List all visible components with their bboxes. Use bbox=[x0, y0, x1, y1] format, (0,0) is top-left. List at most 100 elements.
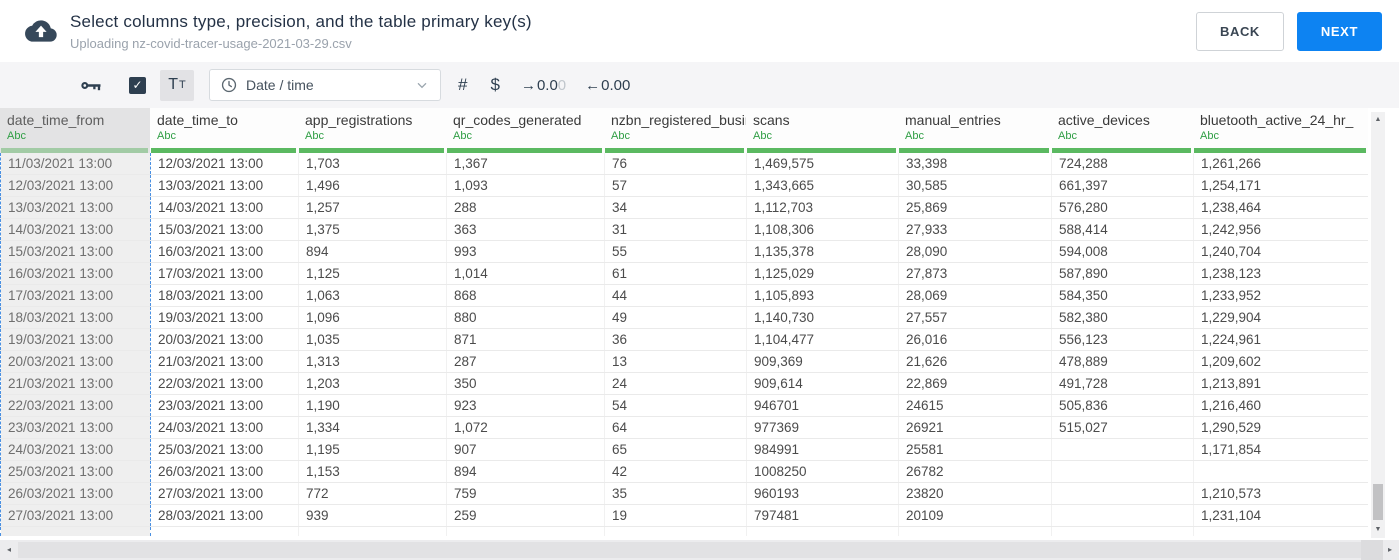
column-header-active_devices[interactable]: active_devices Abc bbox=[1051, 108, 1193, 153]
table-cell[interactable]: 21,626 bbox=[898, 350, 1052, 373]
table-cell[interactable]: 1,203 bbox=[298, 372, 447, 395]
table-cell[interactable]: 724,288 bbox=[1051, 153, 1194, 175]
table-cell[interactable]: 27/03/2021 13:00 bbox=[150, 482, 299, 505]
table-cell[interactable]: 55 bbox=[604, 240, 747, 263]
table-cell[interactable]: 576,280 bbox=[1051, 196, 1194, 219]
horizontal-scrollbar-thumb[interactable] bbox=[18, 542, 1364, 558]
scroll-down-arrow-icon[interactable]: ▼ bbox=[1374, 526, 1382, 533]
table-cell[interactable]: 24 bbox=[604, 372, 747, 395]
table-cell[interactable]: 1,703 bbox=[298, 153, 447, 175]
table-cell[interactable]: 13 bbox=[604, 350, 747, 373]
table-cell[interactable]: 25,869 bbox=[898, 196, 1052, 219]
scroll-left-arrow-icon[interactable]: ◂ bbox=[6, 545, 11, 554]
table-cell[interactable]: 772 bbox=[298, 482, 447, 505]
table-cell[interactable]: 15/03/2021 13:00 bbox=[0, 240, 151, 263]
table-cell[interactable]: 1,072 bbox=[446, 416, 605, 439]
table-cell[interactable]: 1,063 bbox=[298, 284, 447, 307]
table-cell[interactable]: 24/03/2021 13:00 bbox=[0, 438, 151, 461]
table-cell[interactable]: 24/03/2021 13:00 bbox=[150, 416, 299, 439]
table-cell[interactable]: 15/03/2021 13:00 bbox=[150, 218, 299, 241]
table-cell[interactable]: 587,890 bbox=[1051, 262, 1194, 285]
table-cell[interactable]: 1,125 bbox=[298, 262, 447, 285]
table-cell[interactable]: 939 bbox=[298, 504, 447, 527]
table-cell[interactable]: 1,153 bbox=[298, 460, 447, 483]
table-cell[interactable]: 1,496 bbox=[298, 174, 447, 197]
table-cell[interactable]: 1,104,477 bbox=[746, 328, 899, 351]
column-type-dropdown[interactable]: Date / time bbox=[209, 69, 441, 101]
table-cell[interactable]: 759 bbox=[446, 482, 605, 505]
table-cell[interactable]: 907 bbox=[446, 438, 605, 461]
table-cell[interactable]: 23/03/2021 13:00 bbox=[0, 416, 151, 439]
next-button[interactable]: NEXT bbox=[1296, 11, 1382, 51]
table-cell[interactable]: 12/03/2021 13:00 bbox=[150, 153, 299, 175]
table-cell[interactable]: 65 bbox=[604, 438, 747, 461]
table-cell[interactable]: 1,140,730 bbox=[746, 306, 899, 329]
table-cell[interactable]: 19/03/2021 13:00 bbox=[0, 328, 151, 351]
table-cell[interactable]: 1,469,575 bbox=[746, 153, 899, 175]
column-header-bluetooth_active_24_hr_[interactable]: bluetooth_active_24_hr_ Abc bbox=[1193, 108, 1368, 153]
table-cell[interactable]: 894 bbox=[446, 460, 605, 483]
table-cell[interactable]: 28/03/2021 13:00 bbox=[150, 504, 299, 527]
table-cell[interactable]: 13/03/2021 13:00 bbox=[0, 196, 151, 219]
table-cell[interactable]: 797481 bbox=[746, 504, 899, 527]
include-column-checkbox[interactable]: ✓ bbox=[129, 76, 146, 94]
currency-type-icon[interactable]: $ bbox=[490, 75, 500, 94]
column-header-manual_entries[interactable]: manual_entries Abc bbox=[898, 108, 1051, 153]
scroll-right-arrow-icon[interactable]: ▸ bbox=[1387, 545, 1392, 554]
table-cell[interactable]: 946701 bbox=[746, 394, 899, 417]
table-cell[interactable]: 27,873 bbox=[898, 262, 1052, 285]
column-header-scans[interactable]: scans Abc bbox=[746, 108, 898, 153]
table-cell[interactable]: 24615 bbox=[898, 394, 1052, 417]
table-cell[interactable]: 44 bbox=[604, 284, 747, 307]
table-cell[interactable]: 25581 bbox=[898, 438, 1052, 461]
table-cell[interactable]: 34 bbox=[604, 196, 747, 219]
table-cell[interactable]: 25/03/2021 13:00 bbox=[150, 438, 299, 461]
table-cell[interactable]: 28,069 bbox=[898, 284, 1052, 307]
column-header-date_time_to[interactable]: date_time_to Abc bbox=[150, 108, 298, 153]
table-cell[interactable]: 23/03/2021 13:00 bbox=[150, 394, 299, 417]
table-cell[interactable]: 1,334 bbox=[298, 416, 447, 439]
table-cell[interactable]: 26921 bbox=[898, 416, 1052, 439]
table-cell[interactable]: 26782 bbox=[898, 460, 1052, 483]
number-type-icon[interactable]: # bbox=[458, 75, 468, 94]
table-cell[interactable]: 36 bbox=[604, 328, 747, 351]
table-cell[interactable]: 27,557 bbox=[898, 306, 1052, 329]
table-cell[interactable]: 61 bbox=[604, 262, 747, 285]
table-cell[interactable]: 64 bbox=[604, 416, 747, 439]
table-cell[interactable]: 1,231,104 bbox=[1193, 504, 1368, 527]
table-cell[interactable]: 17/03/2021 13:00 bbox=[0, 284, 151, 307]
column-header-nzbn_registered_busine[interactable]: nzbn_registered_busine Abc bbox=[604, 108, 746, 153]
table-cell[interactable]: 871 bbox=[446, 328, 605, 351]
table-cell[interactable]: 21/03/2021 13:00 bbox=[0, 372, 151, 395]
table-cell[interactable]: 1,224,961 bbox=[1193, 328, 1368, 351]
table-cell[interactable]: 22/03/2021 13:00 bbox=[0, 394, 151, 417]
column-header-date_time_from[interactable]: date_time_from Abc bbox=[0, 108, 150, 153]
table-cell[interactable]: 259 bbox=[446, 504, 605, 527]
table-cell[interactable]: 18/03/2021 13:00 bbox=[0, 306, 151, 329]
table-cell[interactable]: 556,123 bbox=[1051, 328, 1194, 351]
table-cell[interactable]: 54 bbox=[604, 394, 747, 417]
table-cell[interactable]: 977369 bbox=[746, 416, 899, 439]
table-cell[interactable]: 1,242,956 bbox=[1193, 218, 1368, 241]
table-cell[interactable]: 923 bbox=[446, 394, 605, 417]
table-cell[interactable]: 1,261,266 bbox=[1193, 153, 1368, 175]
table-cell[interactable]: 984991 bbox=[746, 438, 899, 461]
table-cell[interactable]: 16/03/2021 13:00 bbox=[0, 262, 151, 285]
table-cell[interactable]: 993 bbox=[446, 240, 605, 263]
table-cell[interactable]: 22,869 bbox=[898, 372, 1052, 395]
table-cell[interactable] bbox=[1051, 482, 1194, 505]
table-cell[interactable]: 1,112,703 bbox=[746, 196, 899, 219]
decrease-decimal-button[interactable]: ← 0.00 bbox=[585, 77, 630, 94]
table-cell[interactable]: 11/03/2021 13:00 bbox=[0, 153, 151, 175]
table-cell[interactable]: 478,889 bbox=[1051, 350, 1194, 373]
table-cell[interactable]: 49 bbox=[604, 306, 747, 329]
table-cell[interactable]: 1,135,378 bbox=[746, 240, 899, 263]
table-cell[interactable]: 588,414 bbox=[1051, 218, 1194, 241]
table-cell[interactable]: 23820 bbox=[898, 482, 1052, 505]
table-cell[interactable]: 18/03/2021 13:00 bbox=[150, 284, 299, 307]
table-cell[interactable]: 1,367 bbox=[446, 153, 605, 175]
table-cell[interactable]: 1,290,529 bbox=[1193, 416, 1368, 439]
table-cell[interactable] bbox=[1051, 438, 1194, 461]
table-cell[interactable]: 1,096 bbox=[298, 306, 447, 329]
